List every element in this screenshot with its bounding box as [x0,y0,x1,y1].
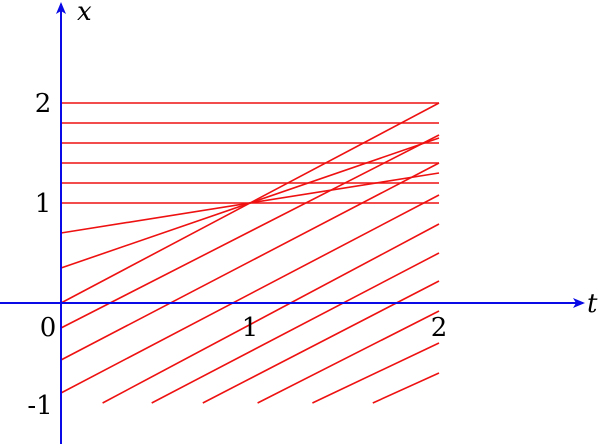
characteristic-line-9 [60,102,440,304]
x-tick-label-neg1: -1 [27,391,52,421]
characteristic-line-18 [372,372,440,404]
characteristic-line-11 [60,162,440,361]
x-tick-label-2: 2 [35,89,52,119]
characteristic-line-16 [257,310,440,404]
x-tick-label-1: 1 [35,189,52,219]
characteristic-lines [60,102,440,404]
characteristic-line-10 [60,134,440,329]
origin-label: 0 [40,313,57,343]
t-tick-label-2: 2 [431,313,448,343]
t-tick-label-1: 1 [242,313,259,343]
characteristic-line-14 [151,252,440,404]
characteristic-line-17 [312,342,440,404]
characteristic-line-15 [202,280,440,404]
t-axis-label: t [587,289,598,319]
axis-labels: t x 0 1 2 2 1 -1 [27,0,598,421]
characteristic-line-13 [102,223,440,404]
characteristic-line-12 [60,194,440,394]
x-axis-label: x [77,0,92,27]
axes [0,2,585,444]
